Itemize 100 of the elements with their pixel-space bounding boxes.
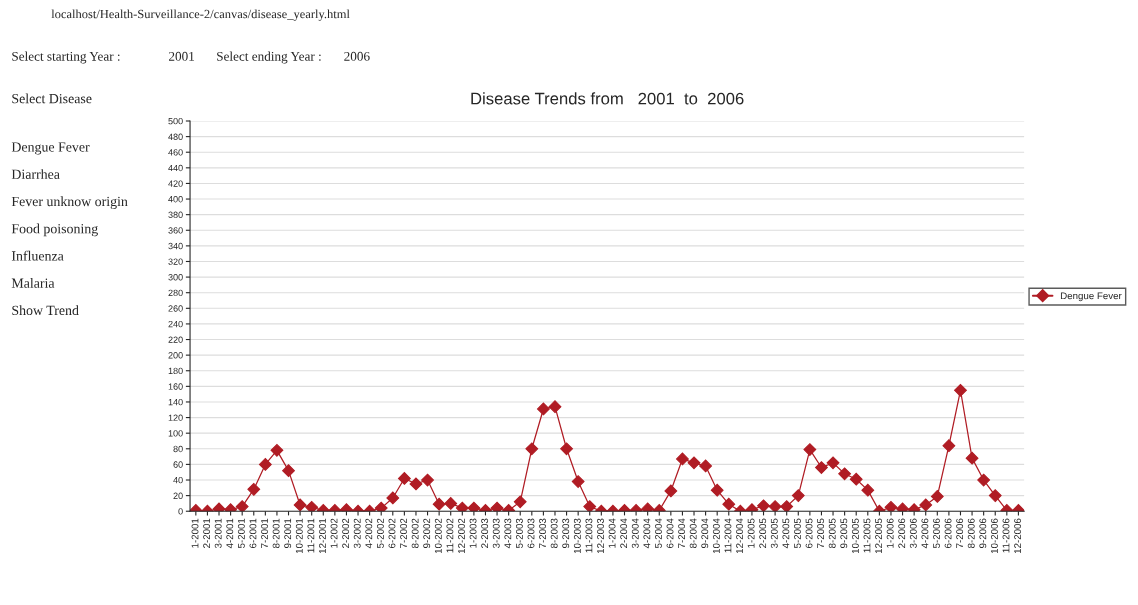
x-tick-label: 5-2001 bbox=[237, 518, 245, 549]
x-tick-label: 2-2003 bbox=[481, 518, 489, 548]
x-tick-label: 9-2004 bbox=[701, 518, 709, 548]
y-tick-label: 40 bbox=[173, 476, 183, 484]
x-tick-label: 2-2005 bbox=[759, 518, 767, 548]
x-tick-label: 4-2001 bbox=[226, 518, 234, 549]
x-tick-label: 12-2001 bbox=[319, 518, 326, 554]
x-tick-label: 11-2001 bbox=[307, 518, 315, 553]
y-tick-label: 480 bbox=[168, 133, 183, 140]
x-tick-label: 5-2002 bbox=[376, 518, 384, 549]
x-tick-label: 6-2001 bbox=[249, 518, 257, 548]
x-tick-label: 3-2001 bbox=[214, 518, 222, 549]
y-tick-label: 0 bbox=[178, 508, 183, 515]
x-tick-label: 12-2004 bbox=[736, 518, 743, 554]
x-tick-label: 1-2005 bbox=[747, 518, 755, 548]
x-tick-label: 7-2002 bbox=[400, 518, 407, 548]
x-tick-label: 4-2004 bbox=[643, 518, 651, 549]
x-tick-label: 2-2006 bbox=[898, 518, 906, 548]
x-tick-label: 6-2003 bbox=[527, 518, 535, 548]
text: Diarrhea bbox=[11, 169, 60, 179]
x-tick-label: 9-2002 bbox=[423, 518, 431, 548]
y-tick-label: 460 bbox=[168, 149, 183, 156]
x-tick-label: 9-2005 bbox=[840, 518, 848, 548]
x-tick-label: 12-2006 bbox=[1014, 518, 1022, 554]
text: 2001 bbox=[169, 51, 195, 61]
x-tick-label: 12-2003 bbox=[597, 518, 604, 554]
text: Select ending Year : bbox=[217, 51, 321, 64]
y-tick-label: 120 bbox=[168, 414, 183, 421]
legend-label: Dengue Fever bbox=[1060, 292, 1122, 302]
y-tick-label: 200 bbox=[168, 352, 183, 359]
x-tick-label: 4-2005 bbox=[782, 518, 790, 549]
x-tick-label: 6-2006 bbox=[944, 518, 952, 548]
y-tick-label: 220 bbox=[168, 336, 183, 343]
x-tick-label: 3-2005 bbox=[770, 518, 778, 549]
y-tick-label: 100 bbox=[168, 430, 183, 437]
x-tick-label: 1-2001 bbox=[191, 518, 199, 548]
x-tick-label: 11-2002 bbox=[446, 518, 454, 553]
text: Show Trend bbox=[12, 305, 79, 316]
text: Food poisoning bbox=[11, 223, 98, 237]
x-tick-label: 8-2006 bbox=[967, 518, 975, 549]
x-tick-label: 7-2001 bbox=[261, 518, 268, 548]
y-tick-label: 20 bbox=[173, 492, 183, 499]
x-tick-label: 7-2003 bbox=[539, 518, 547, 548]
x-tick-label: 12-2002 bbox=[458, 518, 465, 554]
x-tick-label: 7-2006 bbox=[956, 518, 964, 548]
text: Select Disease bbox=[12, 93, 92, 104]
y-tick-label: 320 bbox=[168, 258, 183, 265]
x-tick-label: 10-2001 bbox=[295, 518, 303, 554]
x-tick-label: 6-2004 bbox=[666, 518, 674, 548]
text: Dengue Fever bbox=[11, 142, 90, 155]
x-tick-label: 8-2001 bbox=[272, 518, 280, 549]
y-tick-label: 280 bbox=[168, 289, 183, 297]
y-tick-label: 60 bbox=[173, 461, 183, 468]
x-tick-label: 5-2003 bbox=[515, 518, 523, 549]
x-tick-label: 10-2003 bbox=[573, 518, 581, 554]
x-tick-label: 3-2004 bbox=[631, 518, 639, 549]
x-tick-label: 3-2006 bbox=[909, 518, 917, 549]
x-tick-label: 8-2003 bbox=[550, 518, 558, 549]
x-tick-label: 5-2004 bbox=[654, 518, 662, 549]
y-tick-label: 300 bbox=[168, 274, 183, 281]
x-tick-label: 4-2003 bbox=[504, 518, 512, 549]
x-tick-label: 1-2004 bbox=[608, 518, 616, 548]
x-tick-label: 9-2001 bbox=[284, 518, 292, 548]
x-tick-label: 10-2006 bbox=[990, 518, 998, 554]
x-tick-label: 11-2006 bbox=[1002, 518, 1010, 553]
x-tick-label: 7-2004 bbox=[678, 518, 686, 548]
x-tick-label: 2-2001 bbox=[203, 518, 211, 548]
y-tick-label: 80 bbox=[173, 445, 183, 453]
x-tick-label: 10-2005 bbox=[851, 518, 859, 554]
y-tick-label: 360 bbox=[168, 227, 183, 234]
x-tick-label: 6-2002 bbox=[388, 518, 396, 548]
y-tick-label: 380 bbox=[168, 211, 183, 219]
x-tick-label: 10-2002 bbox=[434, 518, 442, 554]
x-tick-label: 4-2002 bbox=[365, 518, 373, 549]
text: localhost/Health-Surveillance-2/canvas/disease_yearly.html bbox=[51, 9, 350, 21]
chart-title: Disease Trends from 2001 to 2006 bbox=[471, 92, 744, 105]
text: Malaria bbox=[11, 278, 55, 288]
x-tick-label: 3-2002 bbox=[353, 518, 361, 549]
x-tick-label: 2-2002 bbox=[342, 518, 350, 548]
x-tick-label: 1-2003 bbox=[469, 518, 477, 548]
y-tick-label: 180 bbox=[168, 367, 183, 375]
x-tick-label: 8-2005 bbox=[828, 518, 836, 549]
x-tick-label: 8-2004 bbox=[689, 518, 697, 549]
x-tick-label: 9-2003 bbox=[562, 518, 570, 548]
x-tick-label: 2-2004 bbox=[620, 518, 628, 548]
y-tick-label: 420 bbox=[168, 180, 183, 187]
y-tick-label: 500 bbox=[168, 117, 183, 125]
x-tick-label: 4-2006 bbox=[921, 518, 929, 549]
x-tick-label: 7-2005 bbox=[817, 518, 825, 548]
text: Influenza bbox=[11, 250, 64, 261]
x-tick-label: 3-2003 bbox=[492, 518, 500, 549]
x-tick-label: 11-2003 bbox=[585, 518, 593, 553]
x-tick-label: 9-2006 bbox=[979, 518, 987, 548]
text: Fever unknow origin bbox=[11, 196, 128, 209]
x-tick-label: 10-2004 bbox=[712, 518, 720, 554]
x-tick-label: 11-2005 bbox=[863, 518, 871, 553]
x-tick-label: 1-2006 bbox=[886, 518, 894, 548]
y-tick-label: 340 bbox=[168, 242, 183, 250]
x-tick-label: 1-2002 bbox=[330, 518, 338, 548]
x-tick-label: 12-2005 bbox=[875, 518, 882, 554]
